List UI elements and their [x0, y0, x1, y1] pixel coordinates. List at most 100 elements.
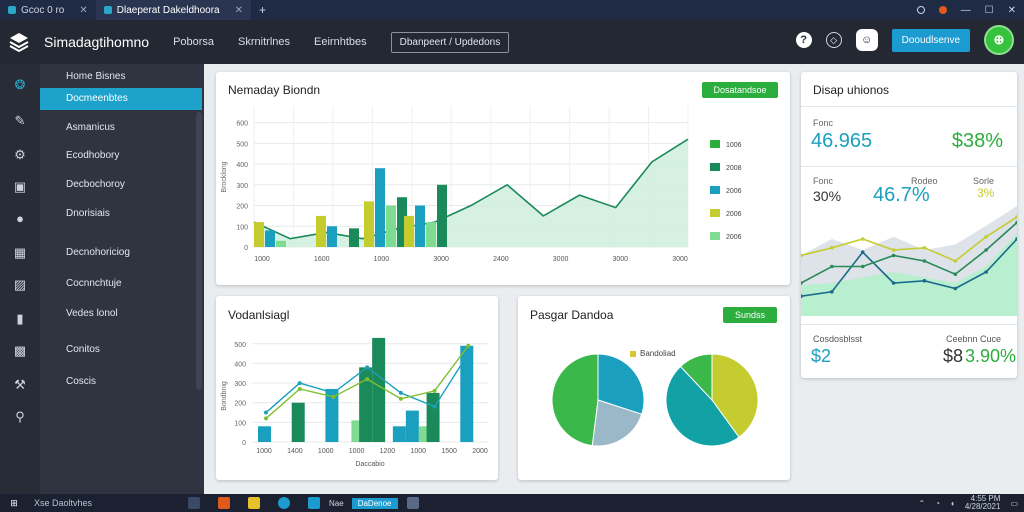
edit-icon[interactable]: ✎: [14, 113, 26, 128]
series-point: [398, 396, 403, 401]
sidebar-item[interactable]: Coscis: [66, 376, 97, 387]
nav-link[interactable]: Poborsa: [173, 36, 215, 48]
new-tab-button[interactable]: +: [258, 3, 266, 17]
image-icon[interactable]: ▨: [13, 277, 27, 292]
bar: [254, 222, 264, 247]
card-action-button[interactable]: Sundss: [723, 307, 777, 323]
minimize-icon[interactable]: —: [960, 4, 971, 16]
stat-value: 46.7%: [873, 184, 930, 206]
primary-cta-button[interactable]: Dooudlsenve: [891, 28, 970, 52]
search-icon[interactable]: ⚲: [15, 409, 25, 424]
tab-first[interactable]: Gcoc 0 ro ✕: [0, 0, 96, 20]
extension-icon[interactable]: [916, 6, 925, 14]
series-point: [466, 343, 471, 348]
series-point: [922, 279, 927, 283]
sidebar-item-home[interactable]: Home Bisnes: [66, 71, 126, 82]
analytics-icon[interactable]: ❂: [14, 77, 26, 92]
close-tab-icon[interactable]: ✕: [79, 4, 88, 16]
sidebar-item[interactable]: Dnorisiais: [66, 208, 110, 219]
start-menu-icon[interactable]: ⊞: [10, 497, 18, 508]
maximize-icon[interactable]: ☐: [984, 4, 994, 16]
x-tick-label: 3000: [672, 256, 688, 263]
y-tick-label: 0: [244, 245, 248, 252]
stats-card: Disap uhionos Fonc 46.965 $38% Fonc Rode…: [801, 72, 1017, 378]
user-icon[interactable]: ●: [16, 211, 24, 226]
series-point: [953, 286, 958, 291]
tab-active[interactable]: Dlaeperat Dakeldhoora ✕: [95, 0, 251, 20]
sidebar-item-documents[interactable]: Docmeenbtes: [40, 88, 202, 110]
series-point: [860, 250, 865, 254]
series-point: [1015, 220, 1017, 225]
close-tab-icon[interactable]: ✕: [234, 4, 243, 16]
clock[interactable]: 4:55 PM 4/28/2021: [965, 495, 1001, 511]
series-point: [830, 246, 834, 250]
tab-label: Gcoc 0 ro: [21, 4, 65, 16]
store-icon[interactable]: [406, 497, 419, 509]
bar: [437, 184, 447, 247]
tab-favicon-icon: [8, 6, 16, 14]
legend-swatch: [710, 163, 720, 171]
folder-icon[interactable]: [248, 497, 260, 509]
chart-card-bars: Vodanlsiagl 0 100 200 300 400 500 Bondbnig 1000…: [216, 296, 498, 480]
sidebar-item[interactable]: Ecodhobory: [66, 150, 120, 161]
nav-link[interactable]: Eeirnhtbes: [314, 36, 367, 48]
nav-dropdown-button[interactable]: Dbanpeert / Updedons: [390, 31, 510, 53]
tool-icon[interactable]: ⚒: [14, 377, 26, 392]
y-tick-label: 300: [234, 381, 246, 388]
user-avatar-icon[interactable]: ☺: [855, 29, 878, 51]
series-point: [264, 416, 268, 421]
close-window-icon[interactable]: ✕: [1007, 4, 1016, 16]
profile-icon[interactable]: [938, 6, 947, 14]
browser-icon[interactable]: [218, 497, 230, 509]
bar: [426, 222, 436, 247]
bar: [392, 426, 406, 442]
chart-card-pies: Pasgar Dandoa Sundss Bandoliad: [518, 296, 790, 480]
legend-swatch: [710, 232, 720, 240]
pie-slice: [665, 365, 740, 447]
layers-logo-icon[interactable]: [8, 31, 30, 53]
sidebar-scrollbar[interactable]: [196, 112, 202, 390]
sidebar-item[interactable]: Cocnnchtuje: [66, 278, 122, 289]
app-brand[interactable]: Simadagtihomno: [44, 34, 150, 50]
volume-icon[interactable]: ◖: [950, 498, 955, 508]
taskbar-search[interactable]: Xse Daoltvhes: [34, 498, 93, 508]
app-icon[interactable]: [308, 497, 320, 509]
stat-label: Fonc: [813, 176, 834, 186]
tag-icon[interactable]: ◇: [825, 32, 842, 48]
bar: [265, 230, 275, 247]
chevron-up-icon[interactable]: ⌃: [918, 498, 926, 508]
book-icon[interactable]: ▮: [16, 311, 24, 326]
bar: [349, 228, 359, 247]
settings-icon[interactable]: ⚙: [14, 147, 26, 162]
photo-icon[interactable]: ▩: [13, 343, 27, 358]
layout-icon[interactable]: ▣: [13, 179, 27, 194]
sidebar-item[interactable]: Vedes lonol: [66, 308, 118, 319]
pie-slice: [551, 353, 599, 447]
taskview-icon[interactable]: [188, 497, 200, 509]
nav-link[interactable]: Skrnitrlnes: [238, 36, 291, 48]
network-icon[interactable]: ◔: [935, 498, 940, 508]
series-line: [801, 221, 1017, 284]
bar: [372, 337, 386, 442]
notification-icon[interactable]: ▭: [1010, 498, 1018, 508]
sidebar-item[interactable]: Asmanicus: [66, 122, 115, 133]
y-tick-label: 200: [236, 204, 248, 211]
sidebar-item[interactable]: Conitos: [66, 344, 100, 355]
series-point: [984, 248, 988, 252]
grid-icon[interactable]: ▦: [13, 245, 27, 260]
sidebar-item[interactable]: Decbochoroy: [66, 179, 125, 190]
x-tick-label: 2400: [493, 256, 509, 263]
bar: [375, 168, 385, 247]
taskbar-active-app[interactable]: DaDenoe: [351, 497, 398, 509]
card-action-button[interactable]: Dosatandsoe: [702, 82, 778, 98]
stat-label: Fonc: [813, 118, 834, 128]
taskbar-app-label[interactable]: Nae: [329, 498, 344, 508]
sidebar-item[interactable]: Decnohoriciog: [66, 247, 130, 258]
edge-icon[interactable]: [278, 497, 290, 509]
help-icon[interactable]: ?: [795, 32, 812, 48]
x-tick-label: 1500: [441, 448, 457, 455]
gamepad-icon[interactable]: ⊕: [984, 25, 1014, 55]
legend-swatch: [710, 209, 720, 217]
bar: [405, 410, 419, 442]
area-series-line: [253, 138, 689, 240]
